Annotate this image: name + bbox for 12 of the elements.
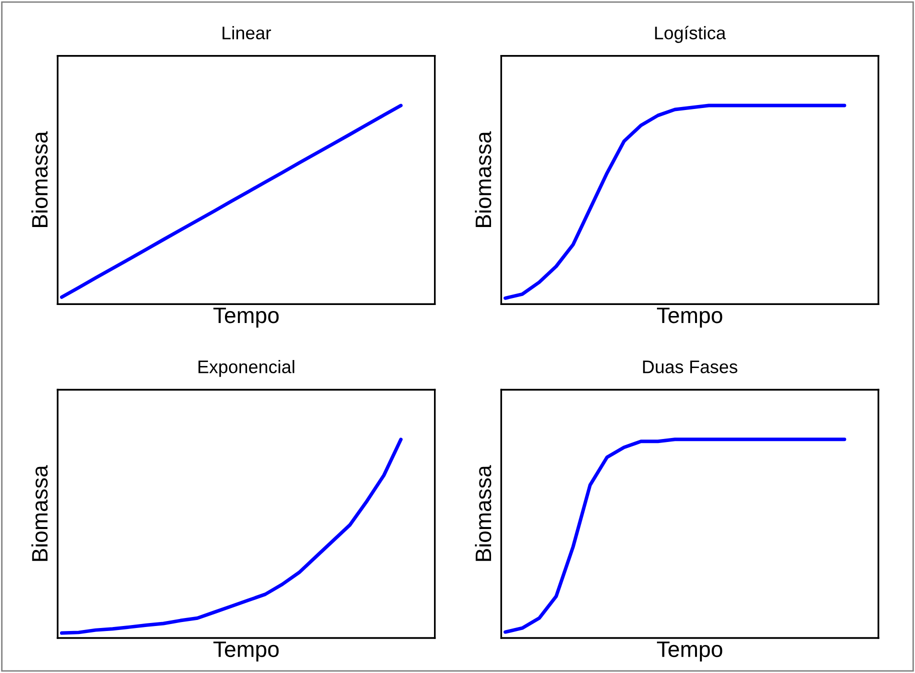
y-axis-title: Biomassa [31,131,48,227]
x-axis-title: Tempo [656,642,722,662]
x-axis-title: Tempo [213,308,279,328]
chart-title: Duas Fases [643,360,738,374]
chart-title: Logística [655,26,726,43]
y-axis-title: Biomassa [474,131,492,227]
x-axis-title: Tempo [213,642,279,662]
chart-title: Linear [222,26,272,40]
x-axis-title: Tempo [656,308,722,328]
y-axis-title: Biomassa [31,465,48,561]
chart-title: Exponencial [198,360,294,377]
y-axis-title: Biomassa [474,465,492,561]
